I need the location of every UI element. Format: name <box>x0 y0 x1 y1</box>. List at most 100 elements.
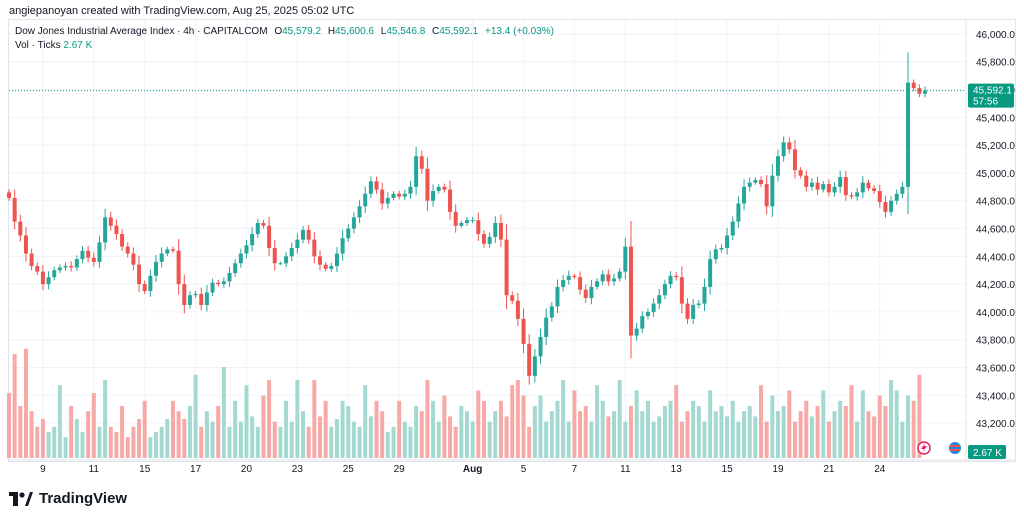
candle-body[interactable] <box>295 239 300 248</box>
candle-body[interactable] <box>165 249 170 254</box>
candle-body[interactable] <box>595 281 600 287</box>
candle-body[interactable] <box>159 253 164 262</box>
candle-body[interactable] <box>532 356 537 376</box>
candle-body[interactable] <box>227 273 232 282</box>
candle-body[interactable] <box>233 263 238 273</box>
candle-body[interactable] <box>301 229 306 240</box>
candle-body[interactable] <box>617 271 622 279</box>
candle-body[interactable] <box>323 264 328 269</box>
candle-body[interactable] <box>515 300 520 319</box>
candle-body[interactable] <box>578 277 583 290</box>
candle-body[interactable] <box>40 271 45 285</box>
candle-body[interactable] <box>498 222 503 240</box>
candle-body[interactable] <box>425 168 430 201</box>
candle-body[interactable] <box>216 282 221 285</box>
candle-body[interactable] <box>329 266 334 269</box>
candle-body[interactable] <box>289 247 294 257</box>
candle-body[interactable] <box>69 266 74 268</box>
candle-body[interactable] <box>63 266 68 268</box>
candle-body[interactable] <box>431 191 436 201</box>
candle-body[interactable] <box>628 246 633 336</box>
candle-body[interactable] <box>640 316 645 329</box>
candle-body[interactable] <box>860 182 865 193</box>
candle-body[interactable] <box>46 277 51 285</box>
us-flag-icon[interactable] <box>949 442 961 454</box>
candle-body[interactable] <box>736 203 741 222</box>
candle-body[interactable] <box>453 211 458 226</box>
candle-body[interactable] <box>538 336 543 357</box>
candle-body[interactable] <box>402 193 407 197</box>
candle-body[interactable] <box>866 182 871 189</box>
candle-body[interactable] <box>877 191 882 203</box>
candle-body[interactable] <box>481 234 486 244</box>
volume-label[interactable]: Vol · Ticks <box>15 40 61 51</box>
candle-body[interactable] <box>770 175 775 207</box>
candle-body[interactable] <box>470 220 475 222</box>
candle-body[interactable] <box>368 181 373 194</box>
candle-body[interactable] <box>804 175 809 187</box>
candle-body[interactable] <box>702 286 707 304</box>
candle-body[interactable] <box>18 221 23 236</box>
candle-body[interactable] <box>108 217 113 226</box>
candle-body[interactable] <box>753 179 758 183</box>
candle-body[interactable] <box>459 222 464 226</box>
candle-body[interactable] <box>606 274 611 282</box>
candle-body[interactable] <box>815 182 820 190</box>
candle-body[interactable] <box>391 193 396 198</box>
candle-body[interactable] <box>651 303 656 312</box>
candle-body[interactable] <box>12 197 17 222</box>
candle-body[interactable] <box>612 278 617 282</box>
candle-body[interactable] <box>397 193 402 197</box>
candle-body[interactable] <box>600 274 605 282</box>
candle-body[interactable] <box>374 181 379 190</box>
candle-body[interactable] <box>787 142 792 150</box>
candle-body[interactable] <box>572 275 577 278</box>
candle-body[interactable] <box>889 200 894 212</box>
candle-body[interactable] <box>759 179 764 185</box>
candle-body[interactable] <box>764 184 769 207</box>
candle-body[interactable] <box>363 193 368 207</box>
candle-body[interactable] <box>843 177 848 196</box>
candle-body[interactable] <box>91 257 96 262</box>
candle-body[interactable] <box>29 253 34 267</box>
candle-body[interactable] <box>679 277 684 304</box>
candle-body[interactable] <box>838 177 843 187</box>
candle-body[interactable] <box>742 186 747 204</box>
candle-body[interactable] <box>148 275 153 292</box>
candle-body[interactable] <box>114 225 119 235</box>
candle-body[interactable] <box>493 222 498 237</box>
candle-body[interactable] <box>448 189 453 212</box>
candle-body[interactable] <box>255 222 260 235</box>
candle-body[interactable] <box>906 82 911 187</box>
candle-body[interactable] <box>176 250 181 285</box>
candle-body[interactable] <box>52 270 57 278</box>
candle-body[interactable] <box>809 182 814 187</box>
candle-body[interactable] <box>566 275 571 280</box>
candle-body[interactable] <box>23 235 28 254</box>
candle-body[interactable] <box>357 206 362 218</box>
candle-body[interactable] <box>278 263 283 265</box>
candle-body[interactable] <box>521 318 526 344</box>
candle-body[interactable] <box>725 235 730 248</box>
candle-body[interactable] <box>589 286 594 299</box>
candle-body[interactable] <box>691 304 696 319</box>
candle-body[interactable] <box>170 249 175 251</box>
candle-body[interactable] <box>549 306 554 318</box>
candle-body[interactable] <box>849 195 854 197</box>
candle-body[interactable] <box>408 186 413 194</box>
candle-body[interactable] <box>923 90 927 94</box>
candle-body[interactable] <box>623 246 628 272</box>
candle-body[interactable] <box>583 289 588 299</box>
candle-body[interactable] <box>696 303 701 305</box>
candle-body[interactable] <box>125 246 130 254</box>
candle-body[interactable] <box>872 188 877 191</box>
candle-body[interactable] <box>781 142 786 157</box>
candle-body[interactable] <box>238 253 243 264</box>
candle-body[interactable] <box>312 239 317 257</box>
candle-body[interactable] <box>317 256 322 265</box>
candle-body[interactable] <box>527 343 532 376</box>
candle-body[interactable] <box>561 279 566 287</box>
candle-body[interactable] <box>187 295 192 305</box>
candle-body[interactable] <box>334 253 339 267</box>
candle-body[interactable] <box>775 156 780 176</box>
